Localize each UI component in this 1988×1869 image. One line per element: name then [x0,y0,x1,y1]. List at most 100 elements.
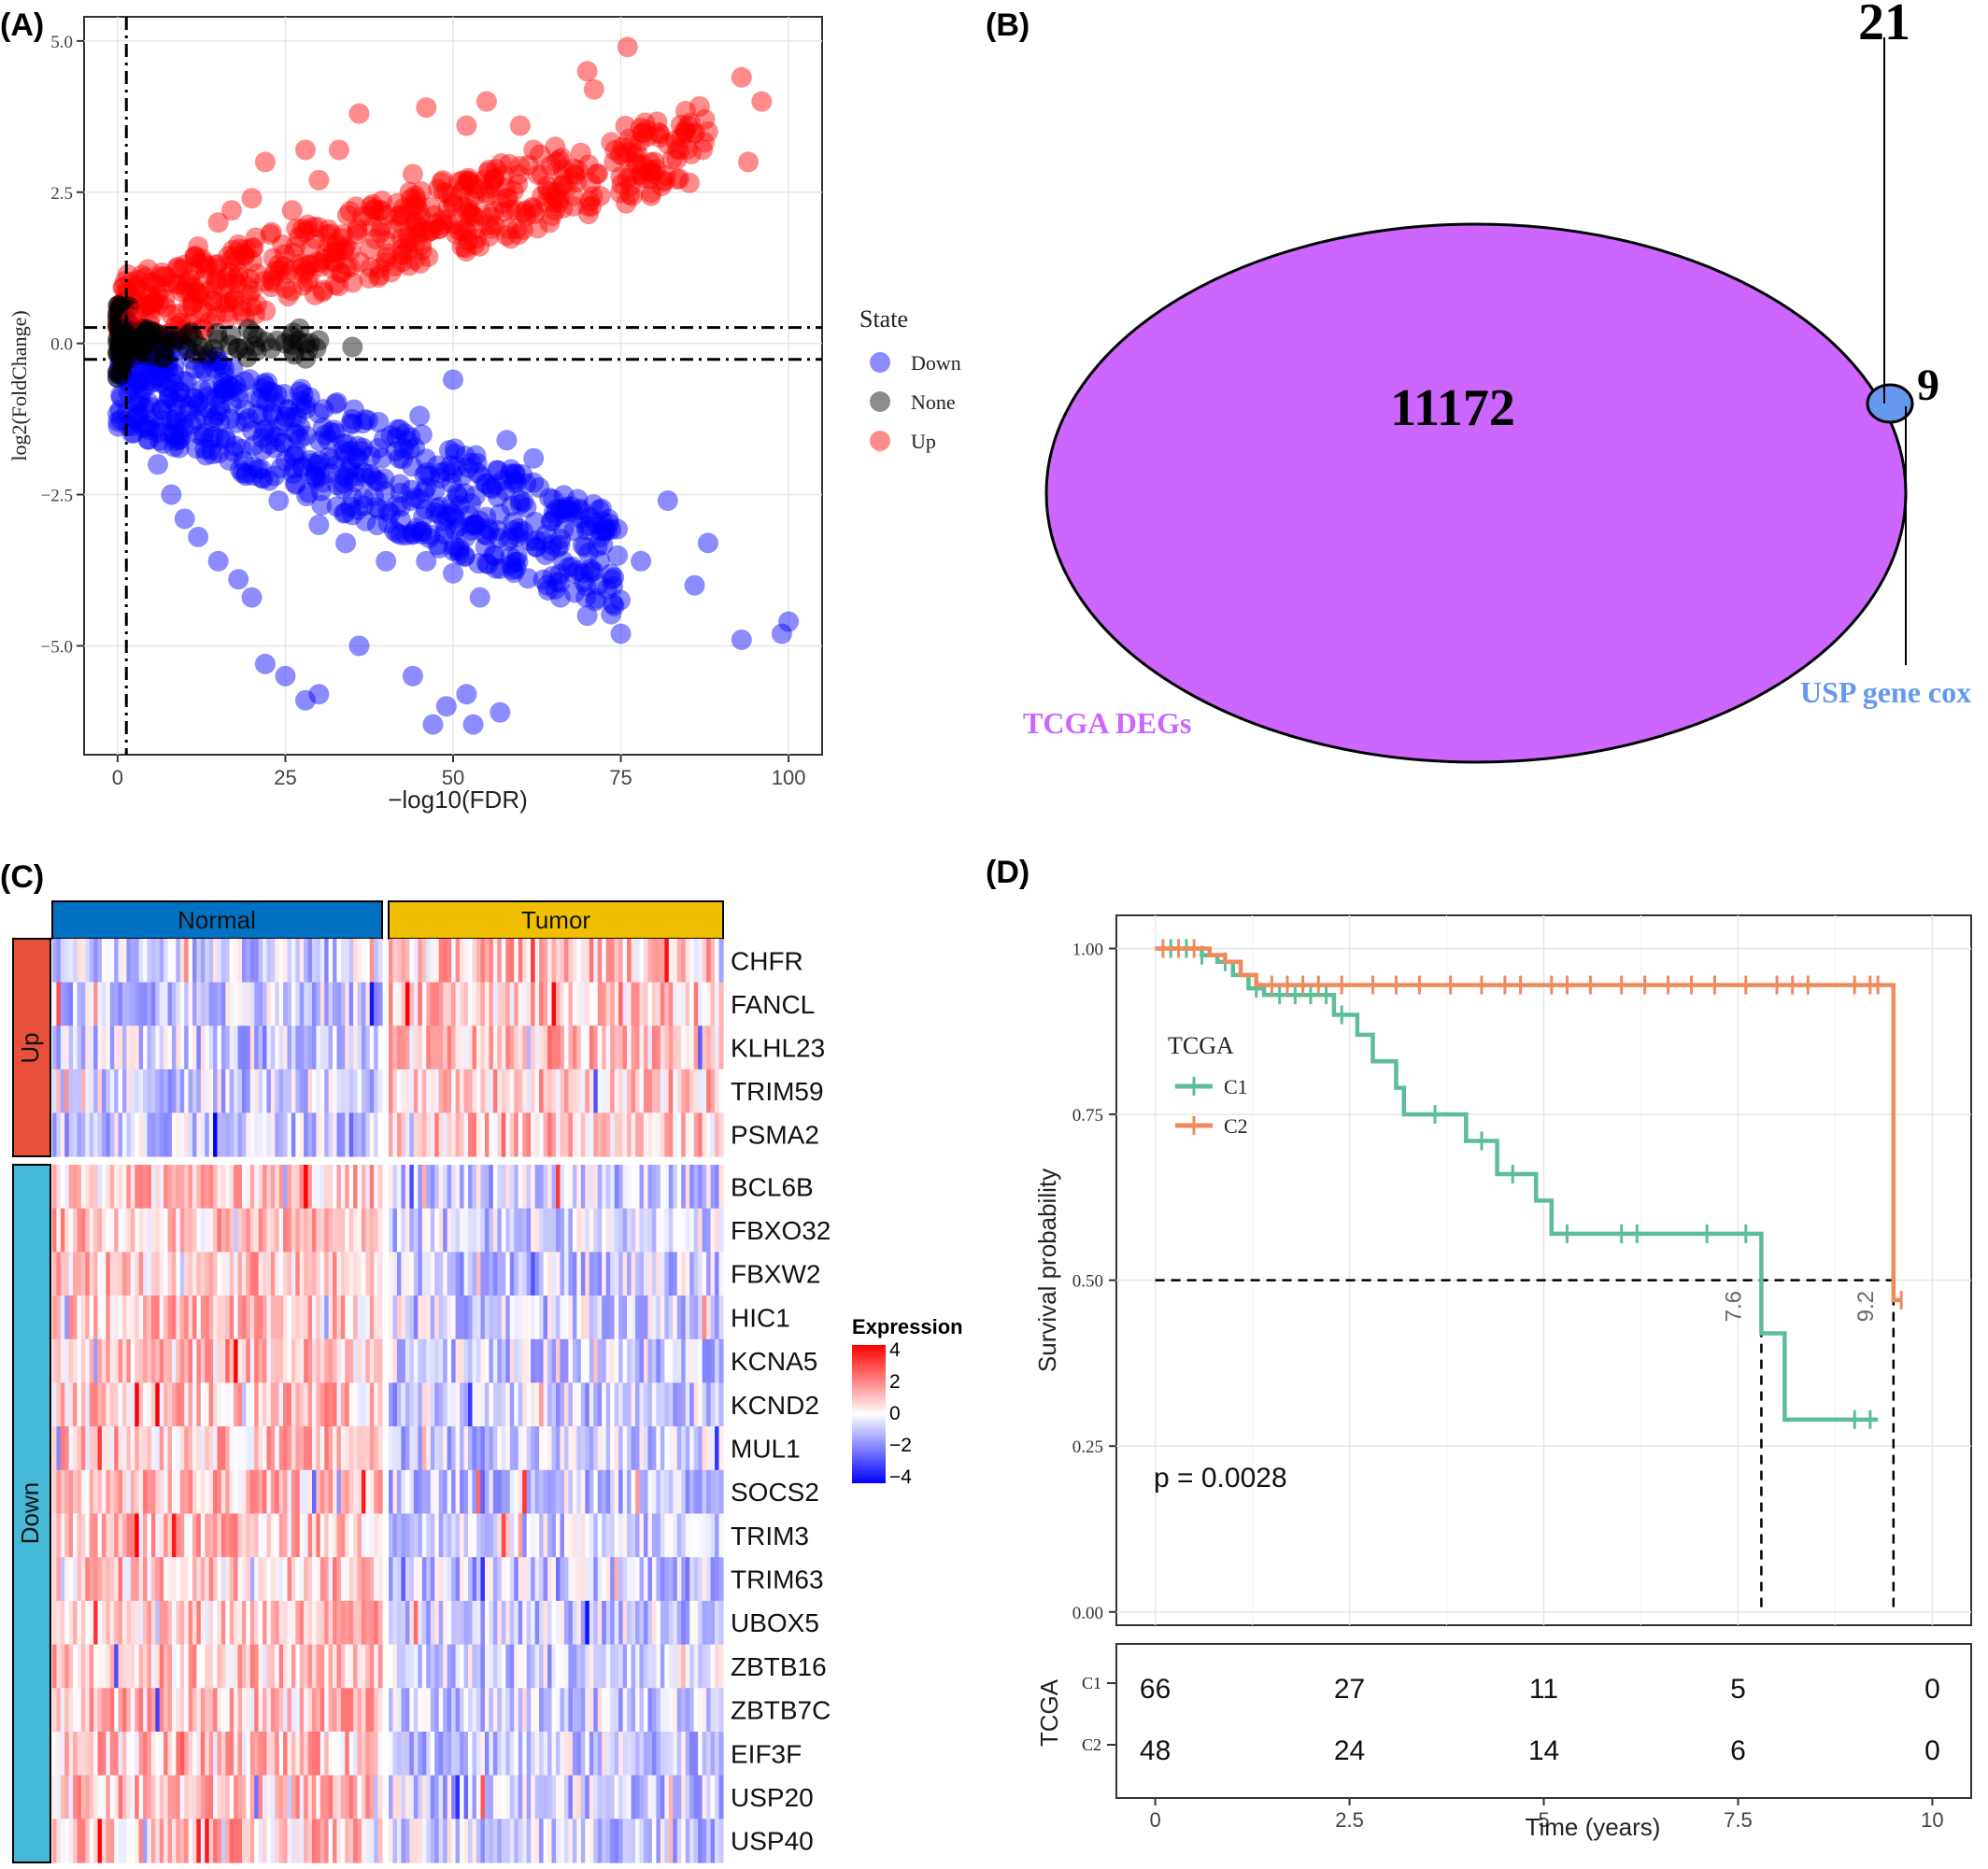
heatmap-cell [484,1026,490,1070]
heatmap-cell [698,1208,703,1253]
heatmap-cell [109,939,115,984]
heatmap-cell [225,1557,231,1602]
heatmap-cell [514,1426,519,1471]
heatmap-cell [270,1382,276,1427]
volcano-point-up [390,228,412,249]
heatmap-cell [430,1208,435,1253]
heatmap-cell [249,982,255,1027]
volcano-point-up [405,192,427,214]
gene-label: UBOX5 [731,1608,819,1637]
volcano-point-up [624,151,646,173]
heatmap-cell [237,1513,243,1558]
heatmap-cell [188,982,193,1027]
heatmap-cell [229,1026,234,1070]
volcano-point-up [295,259,317,280]
heatmap-cell [681,1819,687,1863]
heatmap-cell [597,1600,603,1646]
heatmap-cell [668,1382,674,1427]
heatmap-cell [307,1165,313,1210]
volcano-point-up [541,205,562,227]
heatmap-cell [229,1731,234,1777]
heatmap-cell [476,1557,482,1602]
volcano-point-down [390,524,411,545]
km-y-tick-label: 0.25 [1072,1437,1103,1457]
heatmap-cell [572,982,577,1027]
panel-c: (C) Normal Tumor Up Down CHFRFANCLKLHL23… [0,859,963,1863]
heatmap-cell [217,939,222,984]
heatmap-cell [258,1208,263,1253]
heatmap-cell [147,1688,152,1733]
heatmap-cell [266,1819,272,1863]
heatmap-cell [656,1644,661,1689]
heatmap-cell [159,1600,164,1646]
heatmap-cell [377,1165,383,1210]
volcano-point-down [158,357,179,378]
heatmap-cell [492,1469,498,1515]
volcano-point-down [578,515,600,536]
heatmap-cell [60,1644,65,1689]
volcano-point-up [437,197,459,219]
heatmap-cell [377,1819,383,1863]
heatmap-cell [514,1382,519,1427]
heatmap-cell [213,1426,219,1471]
heatmap-cell [585,939,590,984]
heatmap-cell [374,939,379,984]
heatmap-cell [560,1382,565,1427]
volcano-point-down [573,562,594,584]
heatmap-cell [345,1296,350,1340]
volcano-point-up [293,262,315,284]
heatmap-cell [706,1026,712,1070]
volcano-point-down [170,389,192,410]
volcano-point-up [359,267,380,289]
volcano-point-up [303,216,324,237]
heatmap-cell [622,1296,628,1340]
heatmap-cell [291,1688,296,1733]
heatmap-cell [614,1069,619,1113]
volcano-point-up [616,192,637,214]
heatmap-cell [602,1600,607,1646]
heatmap-cell [522,1069,528,1113]
heatmap-cell [97,1208,103,1253]
volcano-point-up [405,232,426,253]
heatmap-cell [249,1069,255,1113]
heatmap-cell [460,1819,465,1863]
volcano-y-axis-label: log2(FoldChange) [7,310,31,460]
heatmap-cell [509,939,515,984]
volcano-point-down [286,407,307,429]
volcano-point-up [298,268,320,290]
heatmap-cell [320,1426,325,1471]
volcano-point-down [255,375,277,397]
heatmap-cell [409,1688,415,1733]
heatmap-cell [93,1600,99,1646]
volcano-point-up [516,200,537,221]
heatmap-cell [213,1026,219,1070]
volcano-point-down [483,545,504,566]
heatmap-cell [80,1112,86,1157]
volcano-point-down [502,559,523,581]
heatmap-cell [353,1513,359,1558]
heatmap-cell [200,1731,206,1777]
heatmap-cell [159,1426,164,1471]
volcano-point-up [183,276,205,298]
heatmap-cell [605,1557,611,1602]
heatmap-cell [693,939,699,984]
heatmap-cell [109,1644,115,1689]
volcano-point-up [451,236,473,258]
heatmap-cell [534,1557,540,1602]
heatmap-cell [430,939,435,984]
heatmap-cell [93,1426,99,1471]
heatmap-cell [208,1600,214,1646]
heatmap-cell [602,1557,607,1602]
heatmap-cell [468,1382,474,1427]
heatmap-cell [77,1600,82,1646]
heatmap-cell [668,1731,674,1777]
heatmap-cell [295,939,301,984]
heatmap-cell [492,1165,498,1210]
volcano-point-down [291,456,313,477]
heatmap-cell [518,1688,523,1733]
volcano-point-up [617,36,638,58]
volcano-point-down [411,424,433,446]
heatmap-cell [316,1557,321,1602]
heatmap-cell [159,1112,164,1157]
heatmap-cell [374,1112,379,1157]
